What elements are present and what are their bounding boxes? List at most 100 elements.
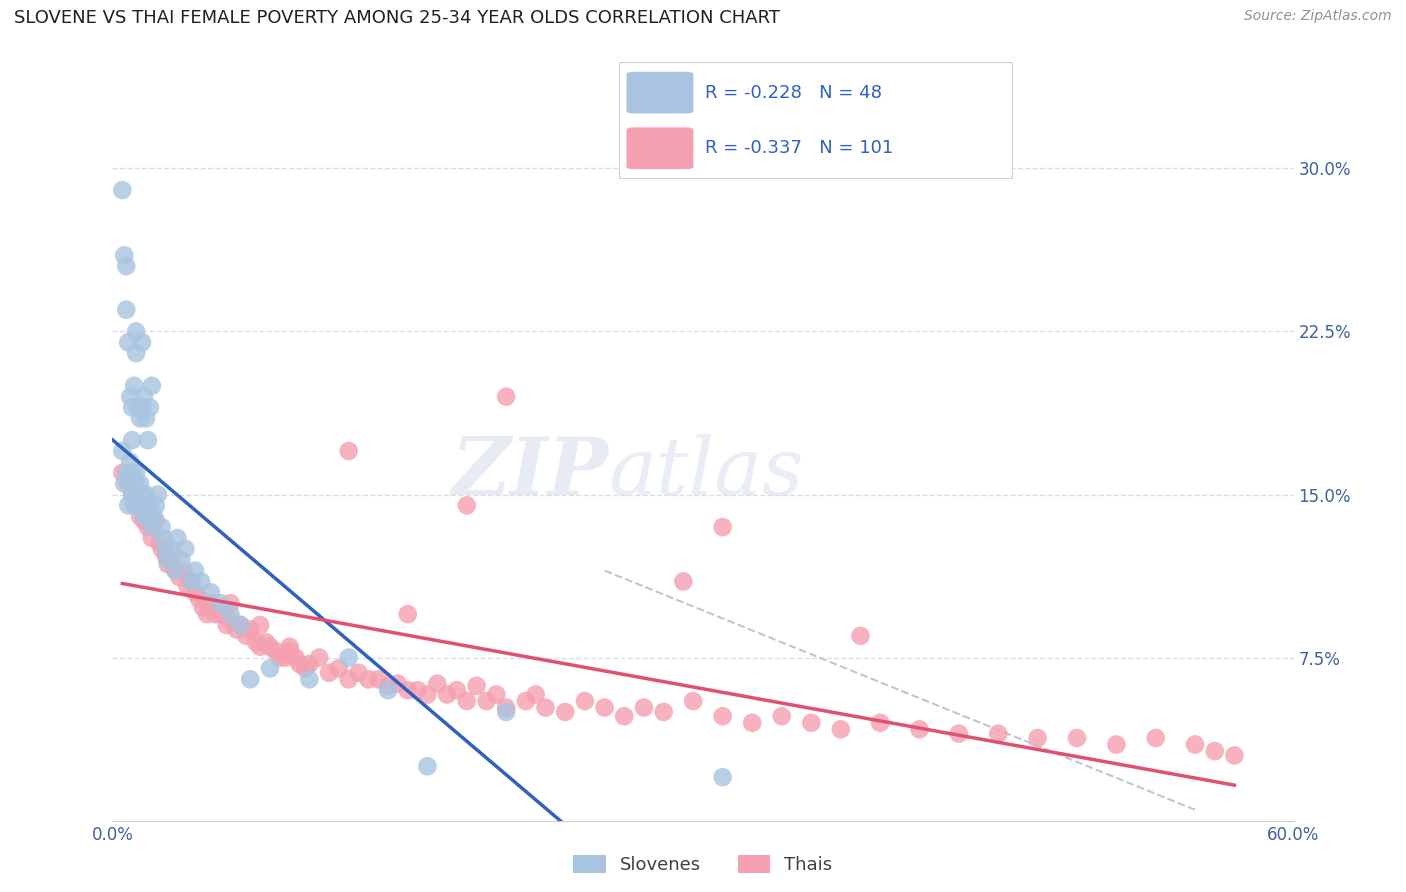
Point xyxy=(160,541,183,556)
Point xyxy=(245,635,267,649)
Point xyxy=(711,709,734,723)
Point xyxy=(259,640,281,654)
Point xyxy=(347,665,370,680)
Point xyxy=(1204,744,1226,758)
Text: atlas: atlas xyxy=(609,434,804,511)
Point xyxy=(146,487,169,501)
Point xyxy=(111,466,134,480)
Point xyxy=(200,596,222,610)
Point xyxy=(115,466,138,480)
Point xyxy=(166,531,188,545)
Point xyxy=(132,390,155,404)
Point xyxy=(141,378,163,392)
Point xyxy=(574,694,596,708)
Point xyxy=(176,579,198,593)
Point xyxy=(188,591,211,606)
Point xyxy=(121,487,143,501)
Point xyxy=(593,700,616,714)
Point xyxy=(180,574,202,589)
Point xyxy=(127,499,149,513)
Point xyxy=(682,694,704,708)
Point xyxy=(125,346,148,360)
Point xyxy=(711,520,734,534)
Point xyxy=(1184,738,1206,752)
Point xyxy=(209,607,232,621)
Point xyxy=(318,665,340,680)
Point xyxy=(254,635,277,649)
Point xyxy=(122,499,145,513)
Point xyxy=(172,564,194,578)
Point xyxy=(456,499,478,513)
Point xyxy=(633,700,655,714)
Point xyxy=(800,715,823,730)
Point xyxy=(377,679,399,693)
Point xyxy=(131,499,153,513)
Point xyxy=(149,535,172,549)
Point xyxy=(1144,731,1167,745)
Text: Source: ZipAtlas.com: Source: ZipAtlas.com xyxy=(1244,9,1392,23)
Point xyxy=(135,411,157,425)
Point xyxy=(1223,748,1246,763)
Point xyxy=(298,657,321,671)
Point xyxy=(274,650,297,665)
Point xyxy=(129,476,152,491)
Point xyxy=(139,401,162,415)
Point xyxy=(136,520,159,534)
Point xyxy=(150,541,173,556)
Point xyxy=(141,520,163,534)
Text: ZIP: ZIP xyxy=(451,434,609,511)
Point xyxy=(115,302,138,317)
Point xyxy=(249,640,271,654)
Point xyxy=(112,248,135,262)
Point xyxy=(225,623,247,637)
Point xyxy=(264,644,287,658)
Point xyxy=(426,676,449,690)
Point xyxy=(219,596,242,610)
Point xyxy=(337,673,360,687)
Point xyxy=(711,770,734,784)
Point xyxy=(416,759,439,773)
Point xyxy=(328,661,350,675)
Point xyxy=(1066,731,1088,745)
Point xyxy=(387,676,409,690)
Point xyxy=(357,673,380,687)
Point xyxy=(239,673,262,687)
Point xyxy=(174,541,197,556)
Point xyxy=(249,618,271,632)
Point xyxy=(495,700,517,714)
Point xyxy=(908,723,931,737)
Point xyxy=(125,466,148,480)
Point xyxy=(367,673,389,687)
Point xyxy=(456,694,478,708)
Point xyxy=(849,629,872,643)
Text: SLOVENE VS THAI FEMALE POVERTY AMONG 25-34 YEAR OLDS CORRELATION CHART: SLOVENE VS THAI FEMALE POVERTY AMONG 25-… xyxy=(14,9,780,27)
Point xyxy=(156,557,179,571)
Point xyxy=(135,487,157,501)
Point xyxy=(145,514,167,528)
Point xyxy=(127,401,149,415)
Point xyxy=(534,700,557,714)
Point xyxy=(131,499,153,513)
Point xyxy=(229,618,252,632)
Text: R = -0.228   N = 48: R = -0.228 N = 48 xyxy=(706,84,882,102)
Point xyxy=(948,726,970,740)
Point xyxy=(259,661,281,675)
Point xyxy=(298,673,321,687)
Point xyxy=(136,509,159,524)
Point xyxy=(396,607,419,621)
Point xyxy=(190,574,212,589)
Point xyxy=(446,683,468,698)
Point xyxy=(672,574,695,589)
Point xyxy=(115,259,138,273)
Point xyxy=(652,705,675,719)
Point xyxy=(770,709,793,723)
Point xyxy=(495,390,517,404)
Point xyxy=(294,661,316,675)
Point xyxy=(111,183,134,197)
Point xyxy=(129,509,152,524)
Point xyxy=(215,618,238,632)
Point xyxy=(288,657,311,671)
Point xyxy=(495,705,517,719)
Point xyxy=(406,683,429,698)
Point xyxy=(156,552,179,567)
